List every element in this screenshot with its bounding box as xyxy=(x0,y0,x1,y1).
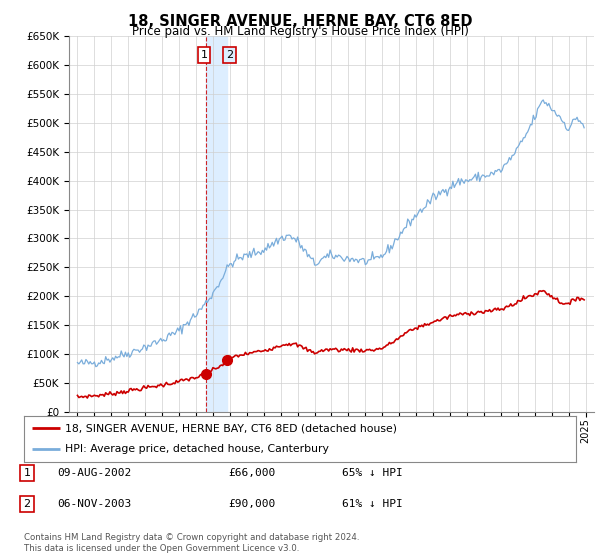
Text: HPI: Average price, detached house, Canterbury: HPI: Average price, detached house, Cant… xyxy=(65,445,329,455)
Text: 18, SINGER AVENUE, HERNE BAY, CT6 8ED: 18, SINGER AVENUE, HERNE BAY, CT6 8ED xyxy=(128,14,472,29)
Text: 1: 1 xyxy=(200,50,208,60)
Text: 61% ↓ HPI: 61% ↓ HPI xyxy=(342,499,403,509)
Text: 1: 1 xyxy=(23,468,31,478)
Text: £66,000: £66,000 xyxy=(228,468,275,478)
Text: 2: 2 xyxy=(23,499,31,509)
Bar xyxy=(206,36,227,412)
Text: £90,000: £90,000 xyxy=(228,499,275,509)
Text: Contains HM Land Registry data © Crown copyright and database right 2024.
This d: Contains HM Land Registry data © Crown c… xyxy=(24,533,359,553)
Text: 06-NOV-2003: 06-NOV-2003 xyxy=(57,499,131,509)
Text: 65% ↓ HPI: 65% ↓ HPI xyxy=(342,468,403,478)
Text: 2: 2 xyxy=(226,50,233,60)
Text: 18, SINGER AVENUE, HERNE BAY, CT6 8ED (detached house): 18, SINGER AVENUE, HERNE BAY, CT6 8ED (d… xyxy=(65,423,397,433)
Text: 09-AUG-2002: 09-AUG-2002 xyxy=(57,468,131,478)
Text: Price paid vs. HM Land Registry's House Price Index (HPI): Price paid vs. HM Land Registry's House … xyxy=(131,25,469,38)
